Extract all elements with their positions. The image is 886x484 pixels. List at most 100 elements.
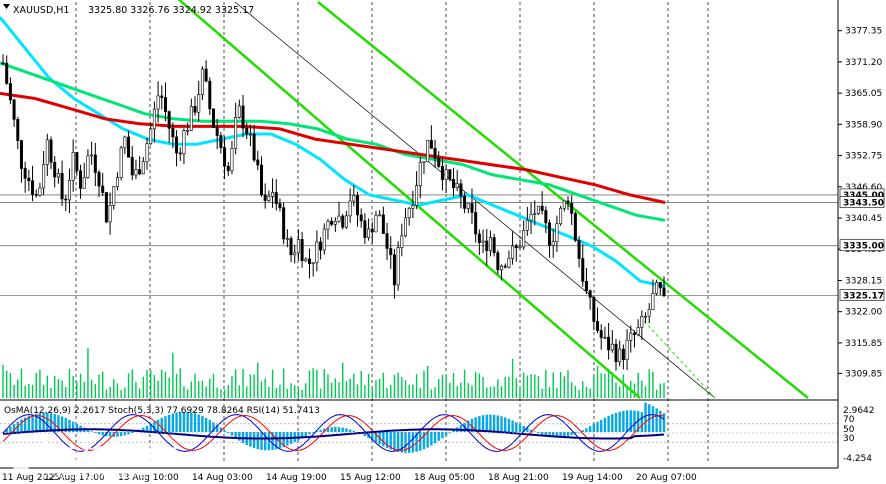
volume-bar: [76, 382, 78, 398]
osma-bar: [533, 431, 536, 432]
brand-tagline: Instant Forex Trading: [42, 469, 146, 481]
ma-fast-line: [0, 16, 666, 288]
candle-body: [618, 348, 622, 363]
osma-bar: [42, 412, 45, 432]
candle-body: [363, 220, 367, 238]
price-tag-label: 3335.00: [843, 242, 884, 252]
osma-bar: [275, 432, 278, 450]
osma-bar: [311, 432, 315, 433]
candle-body: [359, 214, 363, 222]
price-candles: [1, 54, 666, 371]
osma-bar: [640, 412, 644, 432]
volume-bar: [179, 368, 181, 398]
osma-bar: [529, 429, 533, 432]
volume-bar: [94, 384, 97, 398]
volume-bar: [456, 386, 458, 398]
volume-bar: [360, 370, 362, 398]
candle-body: [536, 205, 540, 214]
price-tag-box: [839, 289, 885, 301]
candle-body: [97, 172, 101, 187]
osma-bar: [94, 432, 97, 433]
osma-bar: [304, 432, 308, 437]
price-tag-box: [839, 239, 885, 251]
volume-bar: [190, 381, 193, 398]
candle-body: [640, 316, 644, 328]
volume-bar: [234, 369, 237, 398]
osma-bar: [212, 422, 215, 432]
volume-bar: [548, 387, 551, 398]
volume-bar: [486, 387, 488, 398]
y-tick-label: 3340.45: [845, 214, 882, 224]
osma-bar: [323, 428, 326, 432]
volume-bar: [198, 381, 200, 398]
candle-body: [621, 348, 625, 360]
osma-bar: [478, 416, 481, 432]
candle-body: [79, 170, 83, 189]
volume-bar: [497, 379, 499, 398]
y-tick-label: 3322.00: [845, 308, 882, 318]
price-tag-label: 3325.17: [843, 292, 884, 302]
candle-body: [411, 205, 415, 209]
osma-bar: [49, 413, 53, 432]
candle-body: [407, 208, 411, 219]
volume-bar: [209, 378, 211, 398]
candle-body: [588, 290, 592, 298]
trend-channel: [177, 0, 809, 399]
volume-bar: [175, 374, 178, 398]
osma-bar: [215, 424, 219, 432]
candle-body: [223, 147, 227, 167]
collapse-arrow-icon[interactable]: [3, 4, 10, 9]
candle-body: [71, 152, 75, 181]
candle-body: [651, 293, 655, 310]
candle-body: [348, 200, 352, 217]
osma-bar: [485, 414, 488, 432]
x-tick-label: 11 Aug 2025: [2, 473, 60, 483]
candle-body: [67, 180, 71, 201]
candle-body: [655, 282, 659, 294]
volume-bar: [157, 380, 159, 398]
volume-bar: [596, 365, 599, 398]
candle-body: [422, 161, 426, 163]
candle-body: [566, 200, 570, 204]
candle-body: [459, 183, 463, 197]
candle-body: [415, 185, 419, 206]
brand-watermark: instaforex Instant Forex Trading: [40, 438, 179, 482]
volume-bar: [65, 387, 67, 398]
volume-bar: [301, 389, 303, 398]
candle-body: [444, 169, 448, 180]
y-tick-label: 3346.60: [845, 183, 882, 193]
osma-bar: [267, 432, 271, 451]
volume-bar: [585, 386, 588, 398]
volume-bar: [31, 384, 34, 398]
candle-body: [123, 136, 127, 149]
volume-bar: [452, 373, 455, 398]
candle-body: [315, 241, 319, 263]
osma-bar: [633, 410, 636, 432]
volume-bar: [467, 383, 469, 398]
volume-bar: [323, 369, 325, 398]
osma-bar: [655, 408, 658, 432]
osma-bar: [537, 432, 540, 434]
candle-body: [204, 68, 208, 82]
osma-bar: [345, 428, 348, 432]
volume-bar: [109, 386, 111, 398]
osma-bar: [12, 424, 16, 432]
x-tick-label: 15 Aug 12:00: [340, 473, 401, 483]
osma-bar: [596, 421, 599, 432]
candle-body: [511, 245, 515, 259]
volume-bar: [652, 371, 654, 398]
y-tick-label: 3365.05: [845, 89, 882, 99]
candle-body: [34, 194, 38, 196]
candle-body: [381, 214, 385, 234]
volume-bar: [345, 380, 348, 398]
candle-body: [474, 212, 478, 235]
volume-bar: [90, 379, 93, 398]
candle-body: [644, 315, 648, 318]
volume-bar: [205, 386, 207, 398]
volume-bar: [28, 383, 30, 398]
osma-bar: [577, 432, 581, 433]
osma-bar: [444, 432, 448, 436]
candle-body: [540, 205, 544, 211]
candle-body: [500, 265, 504, 271]
volume-bar: [500, 386, 503, 398]
